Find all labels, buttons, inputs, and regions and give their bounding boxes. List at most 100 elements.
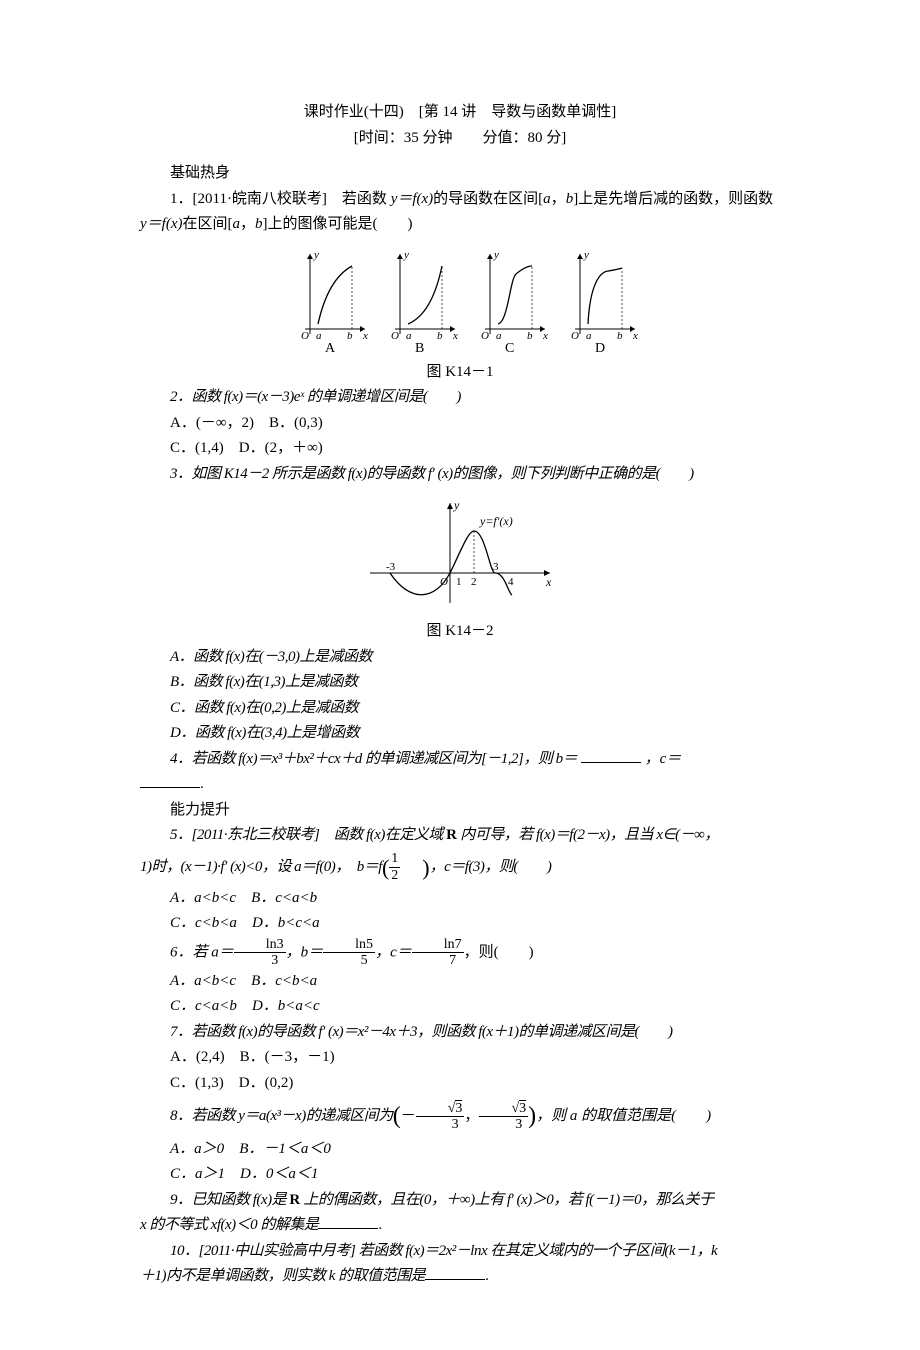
p10-l1: 10．[2011·中山实验高中月考] 若函数 f(x)＝2x²－lnx 在其定义… (170, 1243, 717, 1259)
svg-text:x: x (545, 575, 552, 589)
p1-comma2: ， (240, 216, 255, 232)
svg-text:x: x (632, 330, 638, 342)
p1-text-3: ]上是先增后减的函数，则函数 (573, 191, 773, 207)
p7-optA: A．(2,4) (170, 1049, 225, 1065)
p1-text-4: 在区间[ (182, 216, 232, 232)
p5-optA: A．a<b<c (170, 890, 236, 906)
p9-l2: x 的不等式 xf(x)＜0 的解集是 (140, 1217, 318, 1233)
p6-m2: ，c＝ (375, 944, 412, 960)
svg-text:y: y (453, 498, 460, 512)
figure-k14-1: y x O a b y x O a b y (140, 244, 780, 354)
p5-l1b: 内可导，若 f(x)＝f(2－x)，且当 x∈(－∞， (457, 827, 719, 843)
svg-text:C: C (505, 341, 514, 354)
p6-optB: B．c<b<a (251, 973, 317, 989)
svg-text:B: B (415, 341, 424, 354)
p5-opts-1: A．a<b<c B．c<a<b (140, 886, 780, 912)
p8-f1-n: √3 (416, 1101, 465, 1117)
svg-text:a: a (406, 330, 412, 342)
problem-9-line2: x 的不等式 xf(x)＜0 的解集是. (140, 1213, 780, 1239)
p8-optC: C．a＞1 (170, 1166, 225, 1182)
p1-b2: b (255, 216, 263, 232)
p4-prefix: 4．若函数 f(x)＝x³＋bx²＋cx＋d 的单调递减区间为[－1,2]，则 … (170, 751, 577, 767)
p9-R: R (289, 1192, 300, 1208)
p6-fc: ln77 (412, 937, 464, 969)
p9-end: . (378, 1217, 382, 1233)
p5-R: R (446, 827, 457, 843)
svg-text:b: b (347, 330, 353, 342)
p8-f1-sqrt: 3 (455, 1100, 462, 1116)
svg-text:x: x (362, 330, 368, 342)
p9-mid: 上的偶函数，且在(0，＋∞)上有 f′ (x)＞0，若 f(－1)＝0，那么关于 (300, 1192, 713, 1208)
p5-optB: B．c<a<b (251, 890, 317, 906)
p1-a: a (543, 191, 551, 207)
p8-optB: B．－1＜a＜0 (239, 1141, 331, 1157)
p8-opts-2: C．a＞1 D．0＜a＜1 (140, 1162, 780, 1188)
p6-optC: C．c<a<b (170, 998, 237, 1014)
p4-blank-c (140, 772, 200, 788)
problem-3: 3．如图 K14－2 所示是函数 f(x)的导函数 f′ (x)的图像，则下列判… (140, 462, 780, 488)
p8-neg: － (401, 1108, 416, 1124)
svg-text:b: b (437, 330, 443, 342)
p6-fc-n: ln7 (412, 937, 464, 953)
p5-rparen: ) (400, 855, 429, 880)
p6-fa-d: 3 (234, 953, 286, 968)
p8-comma: ， (464, 1108, 479, 1124)
p8-f1: √33 (416, 1101, 465, 1133)
svg-text:y: y (583, 249, 589, 261)
svg-text:2: 2 (471, 576, 477, 588)
figure-k14-2: y x O -3 1 2 3 4 y=f′(x) (140, 493, 780, 613)
p8-optD: D．0＜a＜1 (240, 1166, 318, 1182)
svg-text:-3: -3 (386, 561, 396, 573)
p5-l2b: ，c＝f(3)，则( ) (430, 859, 552, 875)
p1-comma: ， (551, 191, 566, 207)
p4-end: . (200, 776, 204, 792)
svg-text:1: 1 (456, 576, 462, 588)
p6-fb-d: 5 (323, 953, 375, 968)
figure2-caption: 图 K14－2 (140, 619, 780, 645)
p3-optA: A．函数 f(x)在(－3,0)上是减函数 (170, 649, 372, 665)
p5-l1a: 5．[2011·东北三校联考] 函数 f(x)在定义域 (170, 827, 446, 843)
p7-opts-2: C．(1,3) D．(0,2) (140, 1071, 780, 1097)
p3-optC: C．函数 f(x)在(0,2)上是减函数 (170, 700, 358, 716)
svg-text:b: b (527, 330, 533, 342)
problem-5-line2: 1)时，(x－1)·f′ (x)<0，设 a＝f(0)， b＝f(12 )，c＝… (140, 849, 780, 886)
p9-blank (318, 1213, 378, 1229)
p3-optB: B．函数 f(x)在(1,3)上是减函数 (170, 674, 357, 690)
svg-text:O: O (391, 330, 399, 342)
p8-prefix: 8．若函数 y＝a(x³－x)的递减区间为 (170, 1108, 393, 1124)
svg-text:b: b (617, 330, 623, 342)
p5-opts-2: C．c<b<a D．b<c<a (140, 911, 780, 937)
p1-fx2: y＝f(x) (140, 216, 182, 232)
p7-optB: B．(－3，－1) (240, 1049, 335, 1065)
p4-blank-b (581, 747, 641, 763)
p2-optC: C．(1,4) (170, 440, 224, 456)
problem-9: 9．已知函数 f(x)是 R 上的偶函数，且在(0，＋∞)上有 f′ (x)＞0… (140, 1188, 780, 1214)
svg-text:O: O (301, 330, 309, 342)
svg-text:O: O (571, 330, 579, 342)
p7-opts-1: A．(2,4) B．(－3，－1) (140, 1045, 780, 1071)
svg-text:x: x (542, 330, 548, 342)
figure1-caption: 图 K14－1 (140, 360, 780, 386)
p4-mid: ，c＝ (645, 751, 682, 767)
p3-optD: D．函数 f(x)在(3,4)上是增函数 (170, 725, 359, 741)
p2-optA: A．(－∞，2) (170, 415, 254, 431)
p3-text: 3．如图 K14－2 所示是函数 f(x)的导函数 f′ (x)的图像，则下列判… (170, 466, 694, 482)
svg-text:y: y (313, 249, 319, 261)
p8-lp: ( (393, 1103, 401, 1129)
section-basics: 基础热身 (140, 161, 780, 187)
p6-fc-d: 7 (412, 953, 464, 968)
problem-7: 7．若函数 f(x)的导函数 f′ (x)＝x²－4x＋3，则函数 f(x＋1)… (140, 1020, 780, 1046)
problem-10: 10．[2011·中山实验高中月考] 若函数 f(x)＝2x²－lnx 在其定义… (140, 1239, 780, 1265)
p10-l2: ＋1)内不是单调函数，则实数 k 的取值范围是 (140, 1268, 425, 1284)
problem-5: 5．[2011·东北三校联考] 函数 f(x)在定义域 R 内可导，若 f(x)… (140, 823, 780, 849)
problem-2: 2．函数 f(x)＝(x－3)eˣ 的单调递增区间是( ) (140, 385, 780, 411)
svg-text:a: a (316, 330, 322, 342)
p6-m1: ，b＝ (286, 944, 324, 960)
p5-lparen: ( (382, 855, 389, 880)
p8-f2-sqrt: 3 (519, 1100, 526, 1116)
p8-optA: A．a＞0 (170, 1141, 224, 1157)
svg-text:O: O (481, 330, 489, 342)
p8-rp: ) (528, 1103, 536, 1129)
p10-end: . (485, 1268, 489, 1284)
svg-text:D: D (595, 341, 605, 354)
